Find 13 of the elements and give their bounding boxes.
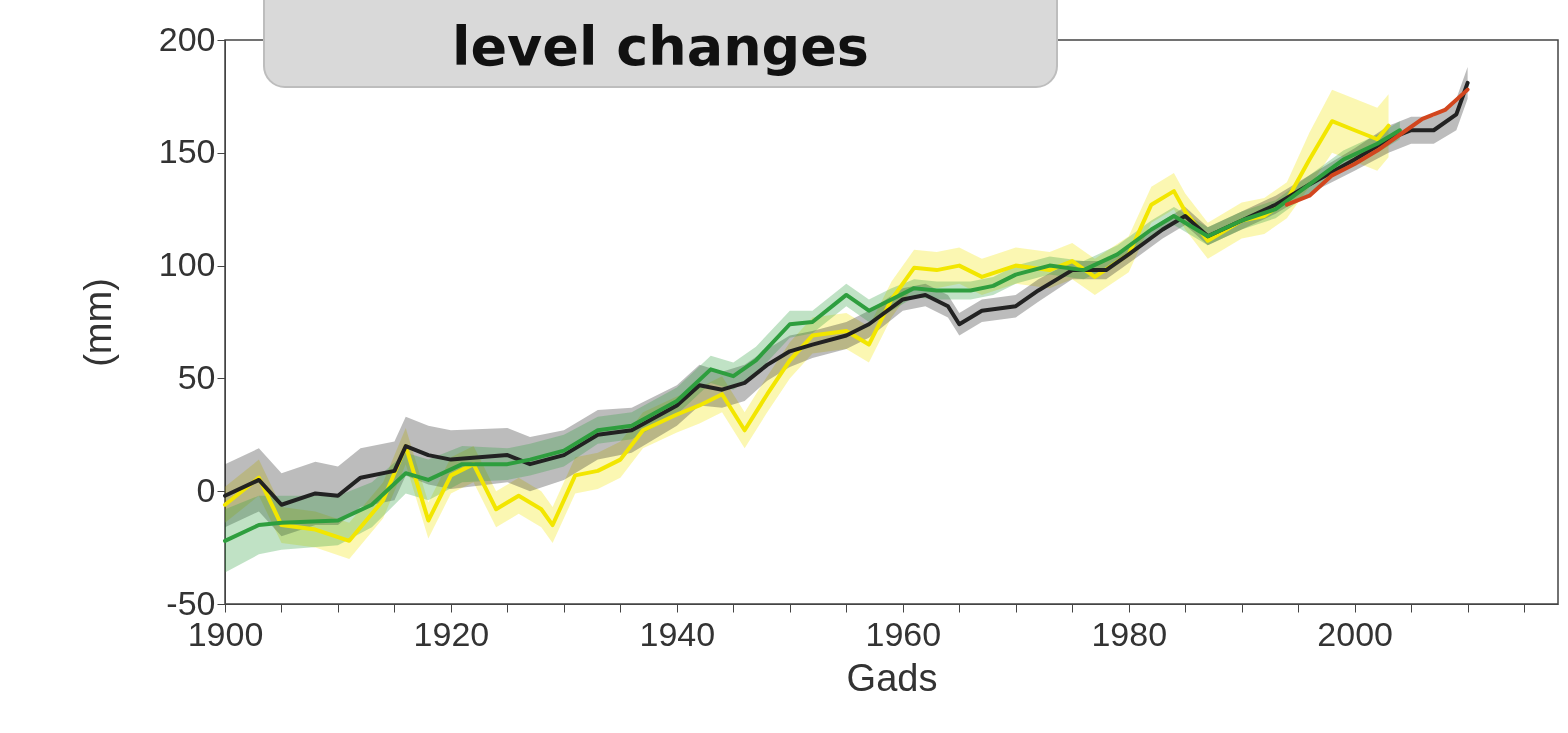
x-tick-label: 1980 bbox=[1091, 614, 1168, 653]
y-tick-label: 150 bbox=[158, 132, 216, 171]
y-axis-title: (mm) bbox=[76, 278, 119, 367]
y-tick-label: 200 bbox=[158, 19, 216, 58]
x-tick-label: 1940 bbox=[639, 614, 716, 653]
x-tick-label: 1920 bbox=[413, 614, 490, 653]
y-tick-label: 0 bbox=[196, 470, 216, 509]
x-tick-label: 1960 bbox=[865, 614, 942, 653]
line-series bbox=[1284, 87, 1470, 207]
x-tick-label: 2000 bbox=[1317, 614, 1393, 653]
y-tick-label: 50 bbox=[177, 357, 216, 396]
x-axis-title: Gads bbox=[846, 656, 938, 699]
y-tick-label: 100 bbox=[158, 245, 216, 284]
